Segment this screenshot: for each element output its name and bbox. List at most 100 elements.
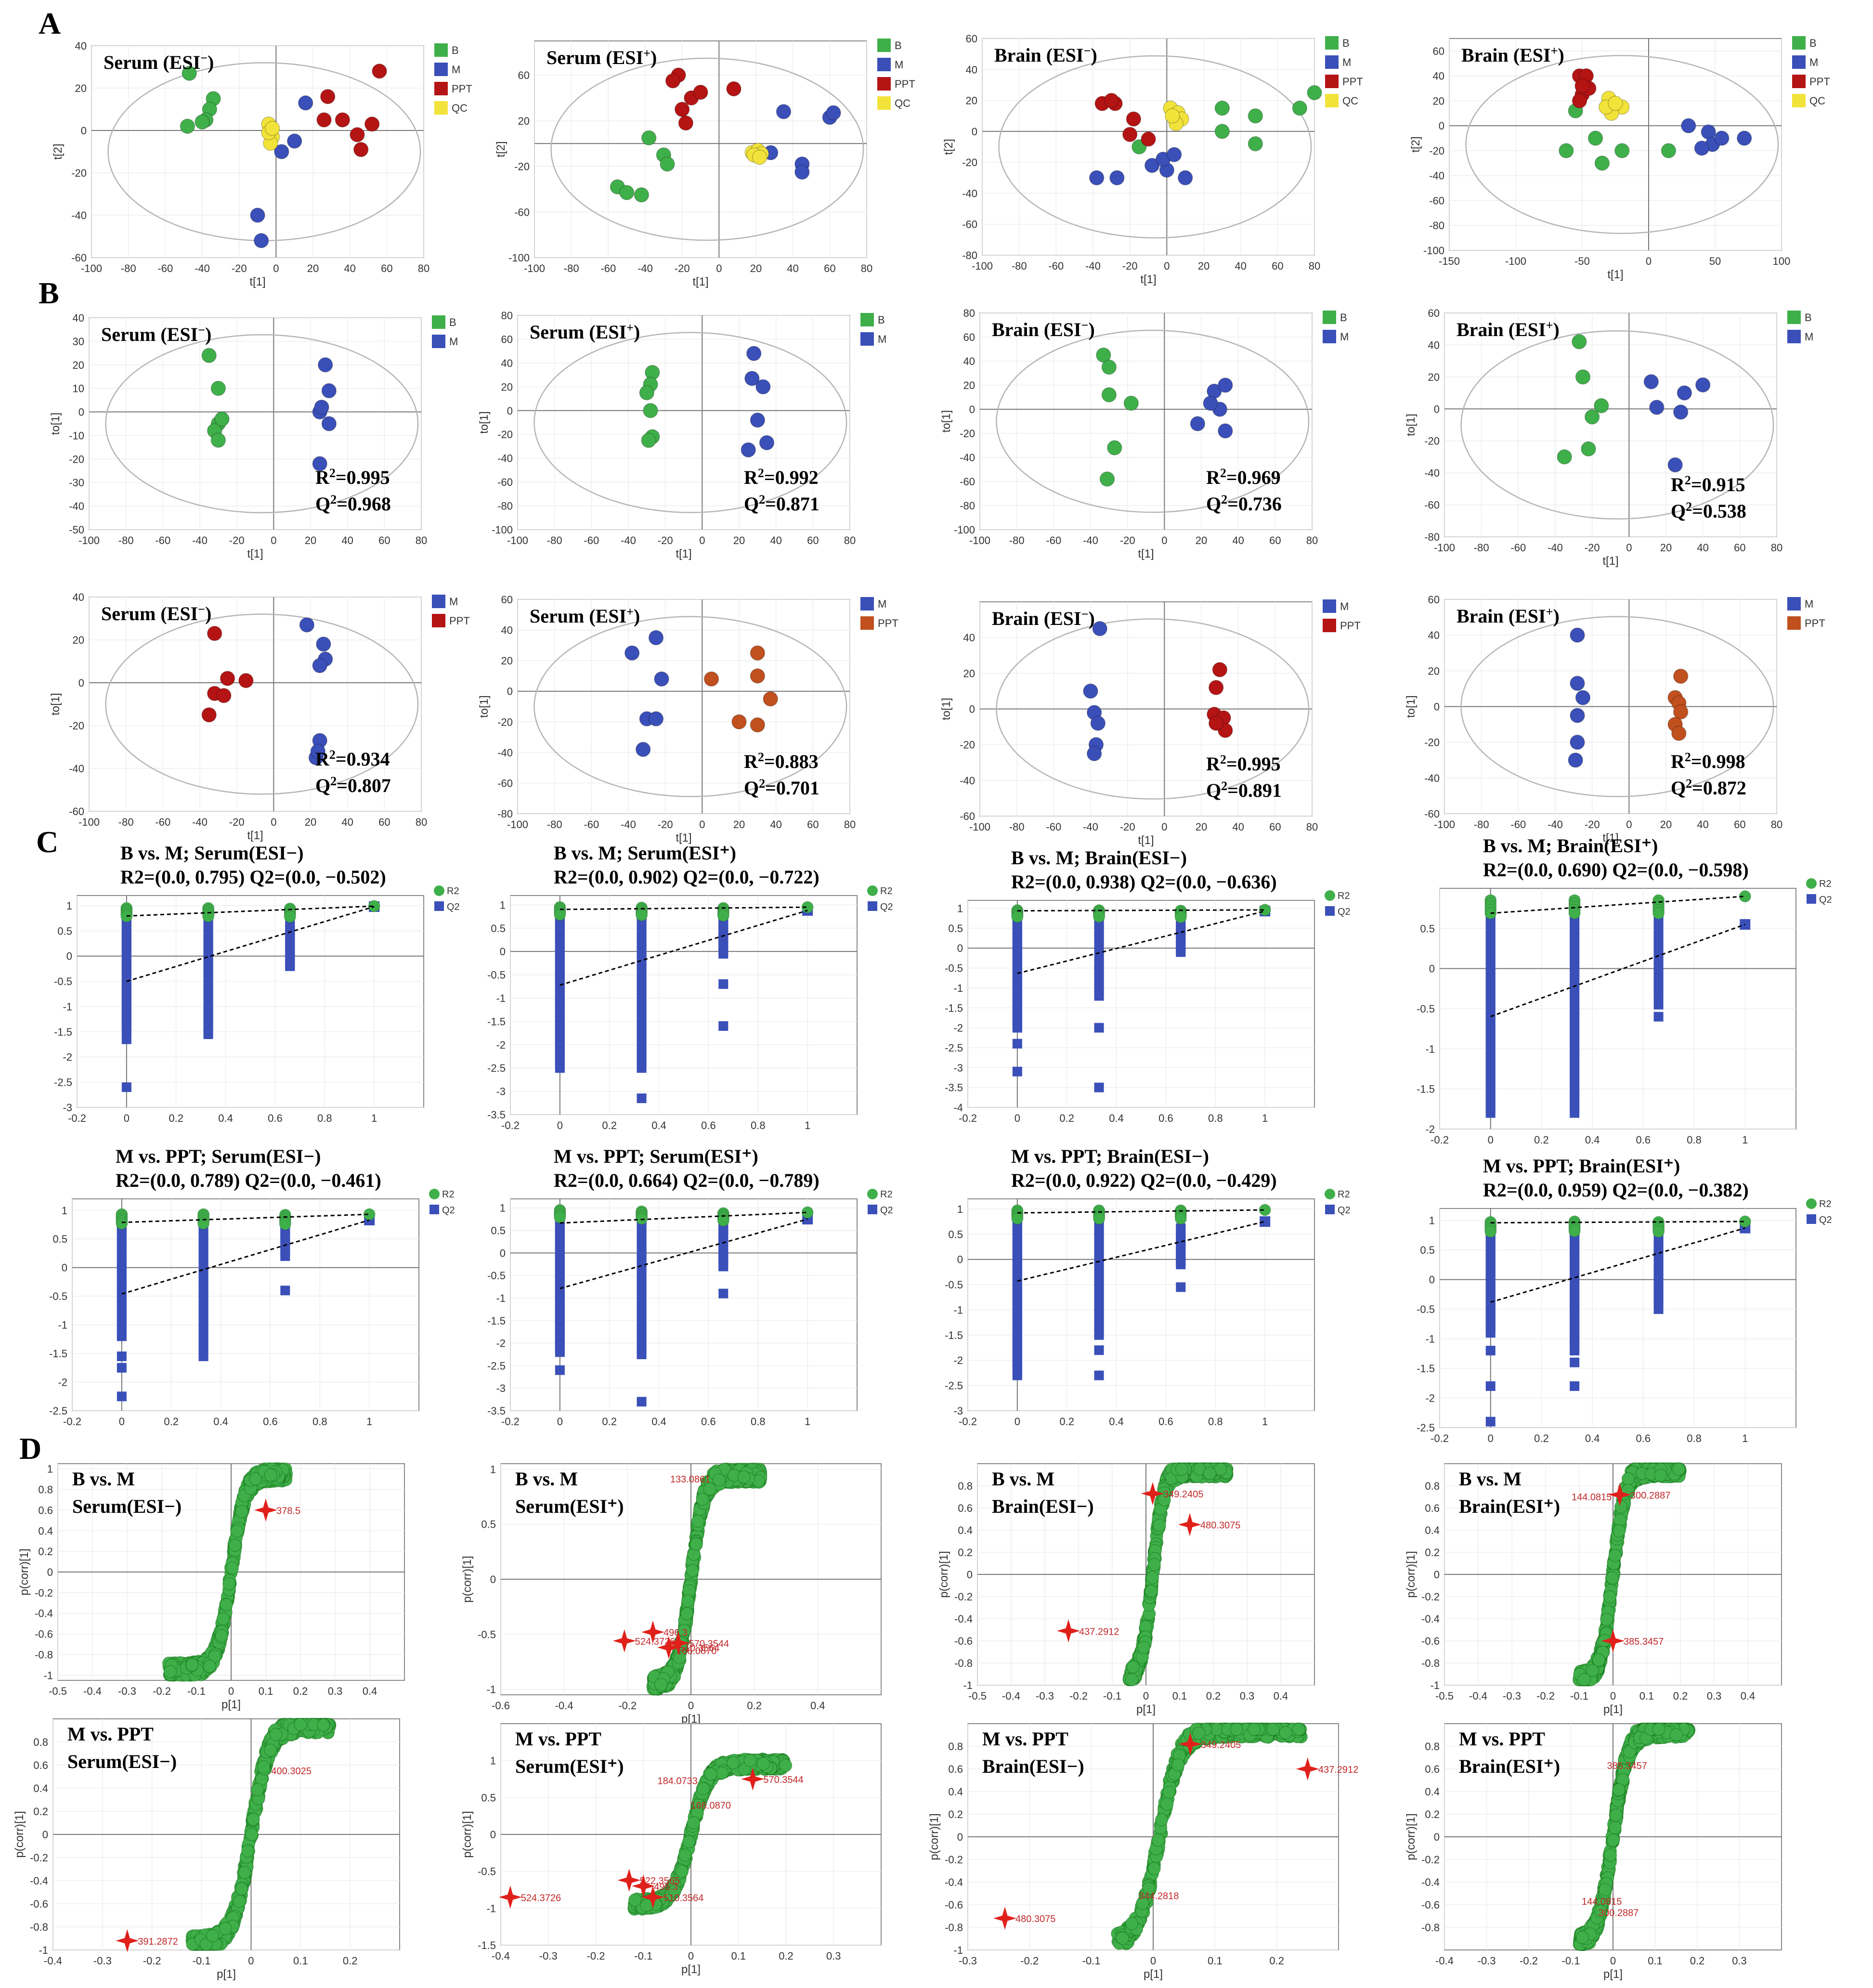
legend-label-m: M	[878, 598, 886, 610]
y-tick-label: -60	[960, 476, 975, 488]
point-m	[1673, 404, 1689, 420]
x-tick-label: -80	[118, 816, 134, 828]
y-tick-label: -1.5	[945, 1329, 963, 1341]
x-tick-label: -0.2	[959, 1112, 977, 1124]
q2-value: Q2=0.891	[1206, 779, 1282, 802]
y-tick-label: -0.8	[30, 1921, 48, 1933]
y-tick-label: 0.2	[33, 1806, 48, 1818]
y-tick-label: 60	[963, 331, 975, 343]
y-tick-label: -60	[69, 806, 84, 818]
panel-letter-a: A	[39, 6, 61, 40]
y-tick-label: 1	[490, 1755, 496, 1767]
y-tick-label: 60	[1433, 45, 1444, 57]
y-axis-label: to[1]	[1405, 695, 1418, 718]
x-axis-label: t[1]	[676, 832, 691, 845]
point-ppt	[1572, 93, 1587, 109]
x-tick-label: -80	[1009, 821, 1025, 833]
y-tick-label: -2.5	[487, 1360, 506, 1372]
y-tick-label: -20	[960, 739, 975, 751]
x-tick-label: 0	[557, 1119, 563, 1131]
y-tick-label: -100	[954, 524, 975, 536]
x-tick-label: -150	[1439, 255, 1460, 267]
x-tick-label: 0.4	[651, 1416, 666, 1428]
y-tick-label: -1.5	[1417, 1083, 1435, 1095]
y-tick-label: 0	[957, 1254, 963, 1266]
panel-letter-d: D	[19, 1431, 41, 1466]
x-tick-label: 0	[716, 262, 722, 274]
r2-regression-line	[126, 905, 375, 917]
point-m	[299, 617, 315, 633]
legend-label-m: M	[1340, 600, 1349, 612]
x-tick-label: 0.8	[1687, 1134, 1702, 1146]
legend-label-b: B	[1340, 312, 1347, 324]
y-axis-label: p(corr)[1]	[18, 1548, 31, 1595]
point-qc	[752, 149, 767, 165]
point-ppt	[335, 112, 351, 128]
variable-point	[216, 1612, 230, 1626]
x-tick-label: 0.4	[1109, 1112, 1124, 1124]
point-m	[321, 416, 337, 431]
y-tick-label: 1	[1429, 1215, 1435, 1227]
y-tick-label: -60	[497, 777, 513, 789]
y-tick-label: -3.5	[487, 1405, 506, 1417]
x-tick-label: 60	[1269, 821, 1281, 833]
legend-swatch-ppt	[1323, 619, 1336, 632]
x-tick-label: 20	[1196, 534, 1207, 546]
q2-marker	[1653, 1012, 1664, 1022]
x-tick-label: 0.2	[1534, 1134, 1549, 1146]
r2-value: R2=0.934	[315, 748, 390, 770]
point-m	[1568, 753, 1583, 768]
x-tick-label: 0.6	[1158, 1416, 1173, 1428]
point-b	[1587, 130, 1603, 146]
r2-marker	[717, 910, 729, 922]
y-tick-label: -2.5	[49, 1405, 67, 1417]
plot-area	[89, 597, 422, 812]
y-tick-label: -2	[1425, 1123, 1435, 1135]
y-axis-label: t[2]	[494, 141, 507, 157]
x-tick-label: 0.4	[1585, 1432, 1600, 1444]
marker-label: 391.2872	[138, 1936, 178, 1947]
x-tick-label: 20	[733, 819, 745, 831]
point-b	[1292, 100, 1308, 116]
y-tick-label: 20	[966, 95, 977, 107]
x-tick-label: -0.2	[153, 1685, 171, 1697]
variable-point	[1203, 1467, 1217, 1480]
legend-label-b: B	[895, 39, 902, 52]
y-tick-label: -0.5	[1417, 1003, 1435, 1015]
q2-marker	[1260, 1216, 1271, 1227]
point-m	[776, 104, 792, 119]
variable-point	[247, 1812, 260, 1826]
legend-q2-label: Q2	[1819, 895, 1832, 905]
q2-value: Q2=0.736	[1206, 493, 1282, 515]
point-m	[1570, 708, 1585, 723]
hotelling-ellipse	[105, 334, 419, 514]
y-tick-label: 40	[73, 591, 84, 603]
point-m	[1736, 130, 1752, 146]
legend-swatch-b	[1792, 36, 1806, 50]
point-ppt	[353, 142, 369, 157]
x-tick-label: 20	[750, 262, 762, 274]
y-tick-label: 0.6	[1425, 1502, 1440, 1514]
x-tick-label: -60	[584, 819, 599, 831]
variable-point	[1153, 1518, 1166, 1532]
y-tick-label: 60	[1428, 307, 1440, 319]
x-tick-label: -60	[584, 534, 599, 546]
point-b	[180, 118, 195, 134]
x-tick-label: -40	[192, 816, 208, 828]
variable-point	[241, 1844, 255, 1858]
plot-area	[72, 1198, 419, 1411]
r2-marker	[554, 1211, 566, 1223]
x-tick-label: -0.2	[501, 1119, 520, 1131]
q2-marker	[1485, 1346, 1496, 1356]
x-tick-label: 20	[1660, 819, 1672, 831]
x-tick-label: -60	[600, 262, 616, 274]
splot-subtitle: Brain(ESI−)	[992, 1495, 1094, 1517]
y-tick-label: -1	[63, 1000, 72, 1013]
point-b	[1584, 409, 1600, 425]
point-b	[1248, 136, 1263, 152]
legend-r2-marker	[1806, 878, 1817, 889]
x-tick-label: 0	[1161, 534, 1167, 546]
x-axis-label: t[1]	[692, 275, 708, 288]
